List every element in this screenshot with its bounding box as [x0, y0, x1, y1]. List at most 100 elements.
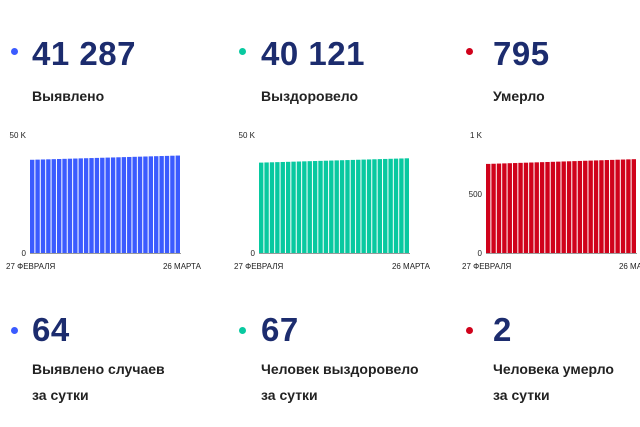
x-axis-end-label: 26 МАРТА	[163, 262, 202, 271]
chart-bar	[523, 162, 529, 253]
stats-panel-recovered: 40 121 Выздоровело 0 50 K 27 ФЕВРАЛЯ 26 МАР…	[228, 0, 450, 427]
chart-bar	[137, 156, 143, 253]
chart-bar	[512, 163, 518, 253]
detected-bar-chart: 0 50 K 27 ФЕВРАЛЯ 26 МАРТА	[6, 131, 202, 271]
chart-bar	[62, 158, 67, 253]
chart-bar	[556, 161, 561, 253]
daily-recovered-label-line1: Человек выздоровело	[261, 361, 419, 377]
stats-panel-deaths: 795 Умерло 0 500 1 K 27 ФЕВРАЛЯ 26 МАРТА 2 Ч…	[456, 0, 640, 427]
chart-bar	[545, 161, 550, 253]
daily-detected-label-line1: Выявлено случаев	[32, 361, 165, 377]
total-deaths-value: 795	[493, 35, 550, 72]
chart-bar	[164, 155, 170, 253]
chart-bar	[631, 159, 636, 253]
chart-bar	[73, 158, 78, 253]
chart-bar	[486, 163, 491, 253]
status-dot-icon	[11, 48, 18, 55]
chart-bar	[318, 160, 323, 253]
chart-bar	[307, 161, 312, 253]
chart-bar	[148, 156, 154, 253]
chart-bar	[78, 158, 83, 253]
daily-detected-label-line2: за сутки	[32, 387, 89, 403]
chart-bar	[334, 160, 339, 253]
chart-bar	[593, 160, 599, 253]
status-dot-icon	[239, 327, 246, 334]
total-deaths-label: Умерло	[493, 88, 545, 104]
y-tick-label: 0	[478, 249, 483, 258]
chart-bar	[534, 162, 539, 253]
chart-bar	[40, 159, 46, 253]
chart-bar	[56, 159, 62, 253]
chart-bar	[105, 157, 110, 253]
total-detected-label: Выявлено	[32, 88, 105, 104]
chart-bar	[577, 160, 583, 253]
status-dot-icon	[466, 48, 473, 55]
chart-bar	[566, 161, 572, 253]
chart-bar	[572, 161, 577, 253]
y-tick-label: 50 K	[10, 131, 27, 140]
status-dot-icon	[11, 327, 18, 334]
chart-bar	[361, 159, 366, 253]
chart-bar	[323, 160, 329, 253]
daily-recovered-value: 67	[261, 311, 299, 348]
chart-bar	[583, 160, 588, 253]
chart-bar	[89, 158, 94, 253]
chart-bar	[46, 159, 51, 253]
chart-bar	[269, 162, 275, 253]
recovered-bar-chart: 0 50 K 27 ФЕВРАЛЯ 26 МАРТА	[234, 131, 431, 271]
chart-bar	[399, 158, 404, 253]
chart-bar	[491, 163, 496, 253]
chart-bar	[116, 157, 121, 253]
daily-detected-value: 64	[32, 311, 70, 348]
chart-bar	[339, 160, 345, 253]
chart-bar	[110, 157, 116, 253]
chart-bar	[502, 163, 507, 253]
chart-bar	[356, 159, 361, 253]
chart-bar	[170, 155, 175, 253]
chart-bar	[312, 161, 318, 253]
chart-bar	[615, 159, 620, 253]
chart-bar	[285, 161, 291, 253]
chart-bar	[604, 160, 610, 253]
chart-bar	[388, 158, 393, 253]
chart-bar	[561, 161, 566, 253]
daily-deaths-label-line1: Человека умерло	[493, 361, 614, 377]
chart-bar	[154, 156, 159, 253]
x-axis-start-label: 27 ФЕВРАЛЯ	[6, 262, 55, 271]
chart-bar	[383, 158, 388, 253]
chart-bar	[620, 159, 626, 253]
deaths-bar-chart: 0 500 1 K 27 ФЕВРАЛЯ 26 МАРТА	[462, 131, 640, 271]
chart-bar	[259, 162, 264, 253]
chart-bar	[94, 157, 100, 253]
chart-bar	[626, 159, 631, 253]
chart-bar	[143, 156, 148, 253]
y-tick-label: 0	[22, 249, 27, 258]
y-tick-label: 50 K	[239, 131, 256, 140]
chart-bar	[127, 156, 132, 253]
total-recovered-value: 40 121	[261, 35, 365, 72]
chart-bar	[377, 159, 383, 253]
chart-bar	[51, 159, 56, 253]
x-axis-end-label: 26 МАРТА	[619, 262, 640, 271]
y-tick-label: 0	[251, 249, 256, 258]
chart-bar	[507, 163, 512, 253]
total-detected-value: 41 287	[32, 35, 136, 72]
chart-bar	[366, 159, 372, 253]
x-axis-start-label: 27 ФЕВРАЛЯ	[234, 262, 283, 271]
chart-bar	[67, 158, 73, 253]
chart-bar	[132, 156, 137, 253]
chart-bar	[291, 161, 296, 253]
daily-recovered-label-line2: за сутки	[261, 387, 318, 403]
chart-bar	[550, 161, 556, 253]
y-tick-label: 1 K	[470, 131, 483, 140]
chart-bar	[275, 162, 280, 253]
daily-deaths-label-line2: за сутки	[493, 387, 550, 403]
chart-bar	[393, 158, 399, 253]
status-dot-icon	[466, 327, 473, 334]
chart-bar	[529, 162, 534, 253]
chart-bar	[296, 161, 302, 253]
daily-deaths-value: 2	[493, 311, 512, 348]
chart-bar	[404, 158, 409, 253]
chart-bar	[345, 160, 350, 253]
chart-bar	[264, 162, 269, 253]
